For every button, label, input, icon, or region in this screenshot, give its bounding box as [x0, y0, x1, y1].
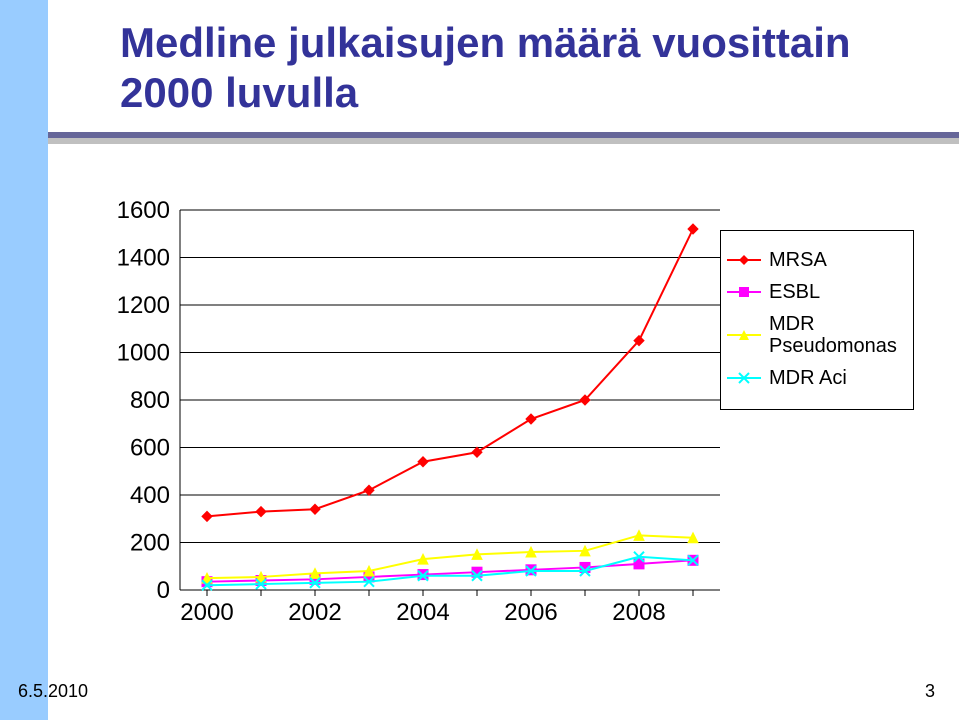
legend-item: MRSA — [727, 249, 907, 271]
footer-date: 6.5.2010 — [18, 681, 88, 702]
title-line-1: Medline julkaisujen määrä vuosittain — [120, 19, 851, 66]
chart-legend: MRSA ESBL MDR Pseudomonas MDR Aci — [720, 230, 914, 410]
legend-swatch-icon — [727, 326, 761, 344]
legend-item: ESBL — [727, 281, 907, 303]
svg-text:800: 800 — [130, 387, 170, 414]
legend-label: MDR Pseudomonas — [769, 313, 907, 357]
legend-swatch-icon — [727, 283, 761, 301]
footer-page-number: 3 — [925, 681, 935, 702]
svg-text:2002: 2002 — [288, 599, 341, 626]
svg-text:1400: 1400 — [117, 245, 170, 272]
svg-text:0: 0 — [157, 577, 170, 604]
svg-text:400: 400 — [130, 482, 170, 509]
legend-swatch-icon — [727, 369, 761, 387]
svg-text:1600: 1600 — [117, 200, 170, 224]
legend-item: MDR Aci — [727, 367, 907, 389]
left-stripe — [0, 0, 48, 720]
svg-text:1000: 1000 — [117, 340, 170, 367]
svg-text:2004: 2004 — [396, 599, 449, 626]
svg-text:600: 600 — [130, 435, 170, 462]
title-rule-light — [48, 138, 959, 144]
svg-text:2008: 2008 — [612, 599, 665, 626]
slide-root: Medline julkaisujen määrä vuosittain 200… — [0, 0, 959, 720]
svg-text:2000: 2000 — [180, 599, 233, 626]
legend-label: MDR Aci — [769, 367, 847, 389]
svg-text:1200: 1200 — [117, 292, 170, 319]
slide-title: Medline julkaisujen määrä vuosittain 200… — [120, 18, 851, 119]
legend-label: ESBL — [769, 281, 820, 303]
svg-text:200: 200 — [130, 530, 170, 557]
legend-label: MRSA — [769, 249, 827, 271]
svg-text:2006: 2006 — [504, 599, 557, 626]
legend-item: MDR Pseudomonas — [727, 313, 907, 357]
title-line-2: 2000 luvulla — [120, 68, 851, 118]
legend-swatch-icon — [727, 251, 761, 269]
